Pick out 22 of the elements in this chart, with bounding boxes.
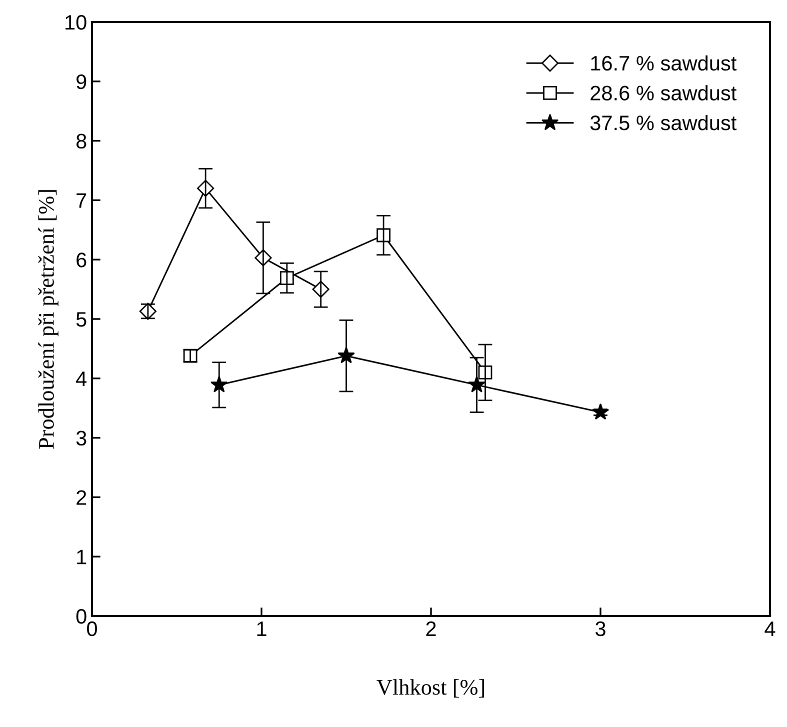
- y-tick-label: 4: [76, 372, 87, 386]
- y-axis-title: Prodloužení při přetržení [%]: [38, 190, 58, 449]
- x-tick-label: 2: [426, 621, 436, 636]
- y-tick-label: 5: [76, 312, 86, 327]
- y-tick-label: 6: [76, 252, 86, 268]
- y-tick-label: 10: [66, 15, 86, 30]
- y-tick-label: 7: [76, 193, 86, 208]
- y-tick-label: 0: [76, 609, 86, 624]
- x-tick-label: 1: [257, 622, 266, 636]
- legend-label: 37.5 % sawdust: [590, 115, 737, 130]
- y-tick-label: 2: [76, 490, 86, 505]
- legend-label: 16.7 % sawdust: [591, 55, 737, 71]
- x-tick-label: 3: [596, 621, 606, 636]
- x-axis-title: Vlhkost [%]: [376, 679, 484, 698]
- y-tick-label: 8: [76, 134, 86, 149]
- point: [376, 228, 390, 242]
- legend-label: 28.6 % sawdust: [590, 85, 737, 100]
- y-tick-label: 1: [77, 550, 86, 564]
- x-tick-label: 0: [87, 621, 97, 636]
- y-tick-label: 3: [76, 430, 86, 446]
- x-tick-label: 4: [764, 622, 776, 636]
- y-tick-label: 9: [76, 74, 86, 90]
